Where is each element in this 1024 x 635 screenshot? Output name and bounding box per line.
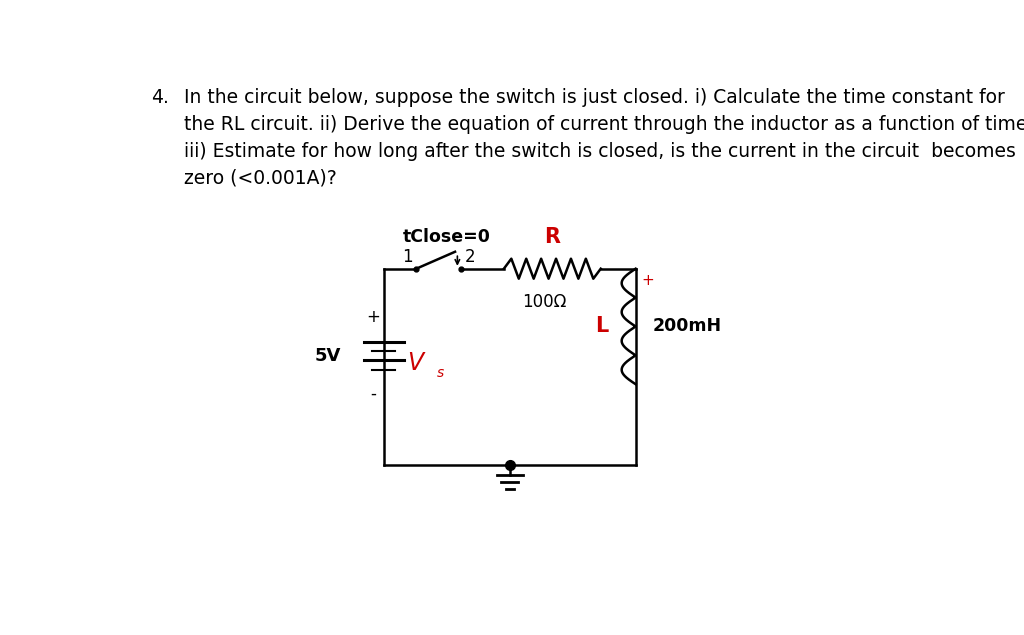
Text: V: V <box>407 351 423 375</box>
Text: iii) Estimate for how long after the switch is closed, is the current in the cir: iii) Estimate for how long after the swi… <box>183 142 1016 161</box>
Text: tClose=0: tClose=0 <box>403 227 490 246</box>
Text: 2: 2 <box>464 248 475 265</box>
Text: 4.: 4. <box>152 88 169 107</box>
Text: s: s <box>436 366 443 380</box>
Text: L: L <box>595 316 608 337</box>
Text: 200mH: 200mH <box>652 318 722 335</box>
Text: 100Ω: 100Ω <box>522 293 566 311</box>
Text: -: - <box>370 385 376 403</box>
Text: zero (<0.001A)?: zero (<0.001A)? <box>183 169 337 187</box>
Text: +: + <box>366 308 380 326</box>
Text: In the circuit below, suppose the switch is just closed. i) Calculate the time c: In the circuit below, suppose the switch… <box>183 88 1005 107</box>
Text: +: + <box>642 272 654 288</box>
Text: 5V: 5V <box>314 347 341 364</box>
Text: the RL circuit. ii) Derive the equation of current through the inductor as a fun: the RL circuit. ii) Derive the equation … <box>183 115 1024 134</box>
Text: 1: 1 <box>401 248 413 265</box>
Text: R: R <box>545 227 560 247</box>
